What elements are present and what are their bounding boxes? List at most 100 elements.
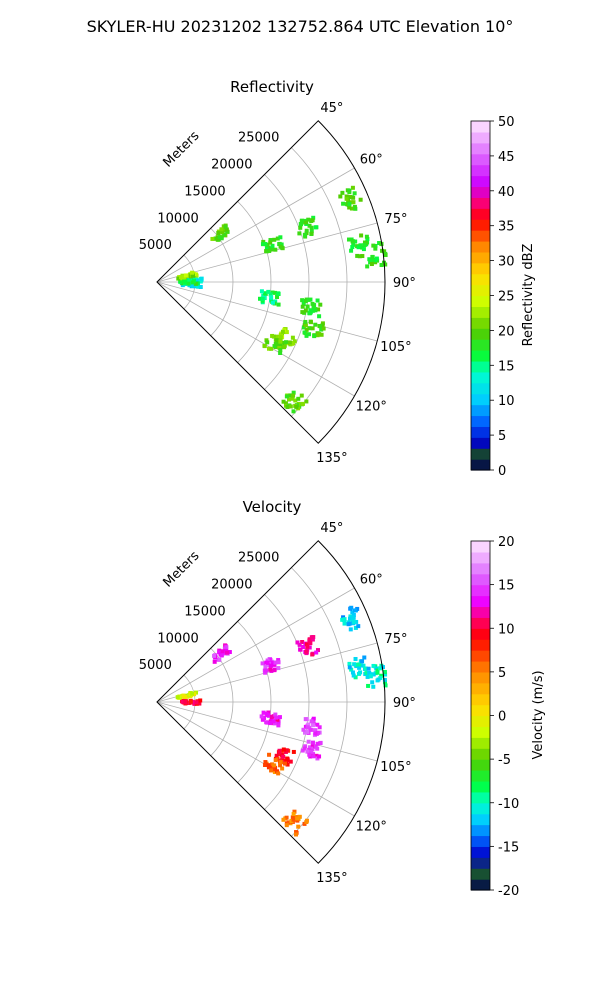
echo-gate xyxy=(296,396,301,401)
echo-gate xyxy=(301,727,306,732)
echo-gate xyxy=(260,661,265,666)
echo-gate xyxy=(294,404,299,409)
echo-gate xyxy=(291,749,296,754)
echo-gate xyxy=(371,663,376,668)
colorbar-segment xyxy=(471,879,490,891)
echo-gate xyxy=(351,673,356,678)
echo-gate xyxy=(358,197,363,202)
echo-gate xyxy=(291,812,296,817)
reflectivity-sector-plot: 5000 10000 15000 20000 25000 45° 60° 75° 90° 105°… xyxy=(139,101,416,466)
echo-gate xyxy=(281,747,286,752)
echo-gate xyxy=(274,338,279,343)
echo-gate xyxy=(305,725,310,730)
echo-gate xyxy=(298,647,303,652)
echo-gate xyxy=(190,270,195,275)
range-tick-label: 15000 xyxy=(184,184,225,199)
echo-gate xyxy=(273,247,278,252)
echo-gate xyxy=(342,621,347,626)
echo-gate xyxy=(309,635,314,640)
echo-gate xyxy=(220,230,225,235)
echo-gate xyxy=(285,757,290,762)
echo-gate xyxy=(304,649,309,654)
echo-gate xyxy=(316,307,321,312)
echo-gate xyxy=(377,241,382,246)
colorbar-segment xyxy=(471,208,490,220)
echo-gate xyxy=(276,291,281,296)
colorbar-segment xyxy=(471,350,490,362)
echo-gate xyxy=(278,339,283,344)
echo-gate xyxy=(310,218,315,223)
azimuth-grid-line xyxy=(156,587,355,703)
echo-gate xyxy=(318,324,323,329)
echo-gate xyxy=(305,729,310,734)
echo-gate xyxy=(182,694,187,699)
echo-gate xyxy=(271,719,276,724)
echo-gate xyxy=(287,397,292,402)
echo-gate xyxy=(217,657,222,662)
echo-gate xyxy=(295,818,300,823)
colorbar-tick-label: 45 xyxy=(498,150,515,165)
echo-gate xyxy=(311,754,316,759)
echo-gate xyxy=(379,263,384,268)
echo-gate xyxy=(353,206,358,211)
echo-gate xyxy=(308,319,313,324)
echo-gate xyxy=(310,308,315,313)
range-tick-label: 10000 xyxy=(157,211,198,226)
echo-gate xyxy=(348,194,353,199)
radar-echo xyxy=(300,739,323,761)
echo-gate xyxy=(351,200,356,205)
echo-gate xyxy=(277,750,282,755)
colorbar-segment xyxy=(471,448,490,460)
echo-gate xyxy=(190,691,195,696)
echo-gate xyxy=(373,243,378,248)
echo-gate xyxy=(279,242,284,247)
echo-gate xyxy=(309,231,314,236)
echo-gate xyxy=(299,218,304,223)
azimuth-tick-label: 45° xyxy=(320,101,343,116)
echo-gate xyxy=(290,396,295,401)
colorbar-tick-label: 0 xyxy=(498,710,506,725)
echo-gate xyxy=(271,661,276,666)
echo-gate xyxy=(319,332,324,337)
echo-gate xyxy=(219,227,224,232)
echo-gate xyxy=(276,666,281,671)
colorbar-tick-label: 10 xyxy=(498,622,515,637)
echo-gate xyxy=(350,185,355,190)
echo-gate xyxy=(349,605,354,610)
azimuth-tick-label: 60° xyxy=(360,152,383,167)
echo-gate xyxy=(305,644,310,649)
echo-gate xyxy=(359,233,364,238)
echo-gate xyxy=(344,196,349,201)
echo-gate xyxy=(216,231,221,236)
echo-gate xyxy=(357,254,362,259)
echo-gate xyxy=(268,667,273,672)
range-tick-label: 10000 xyxy=(157,631,198,646)
echo-gate xyxy=(382,669,387,674)
colorbar-segment xyxy=(471,175,490,188)
radar-echo xyxy=(258,289,281,307)
radar-echo xyxy=(338,185,363,211)
radar-echo xyxy=(260,657,281,675)
echo-gate xyxy=(268,240,273,245)
echo-gate xyxy=(198,279,203,284)
echo-gate xyxy=(278,332,283,337)
echo-gate xyxy=(285,762,290,767)
echo-gate xyxy=(288,404,293,409)
echo-gate xyxy=(370,672,375,677)
echo-gate xyxy=(374,666,379,671)
echo-gate xyxy=(198,698,203,703)
colorbar-segment xyxy=(471,617,490,629)
echo-gate xyxy=(276,771,281,776)
echo-gate xyxy=(276,660,281,665)
echo-gate xyxy=(295,816,300,821)
echo-gate xyxy=(267,248,272,253)
echo-gate xyxy=(292,809,297,814)
echo-gate xyxy=(268,238,273,243)
echo-gate xyxy=(212,653,217,658)
colorbar-segment xyxy=(471,759,490,771)
echo-gate xyxy=(338,194,343,199)
echo-gate xyxy=(288,393,293,398)
azimuth-tick-label: 135° xyxy=(316,451,347,466)
colorbar-segment xyxy=(471,371,490,384)
